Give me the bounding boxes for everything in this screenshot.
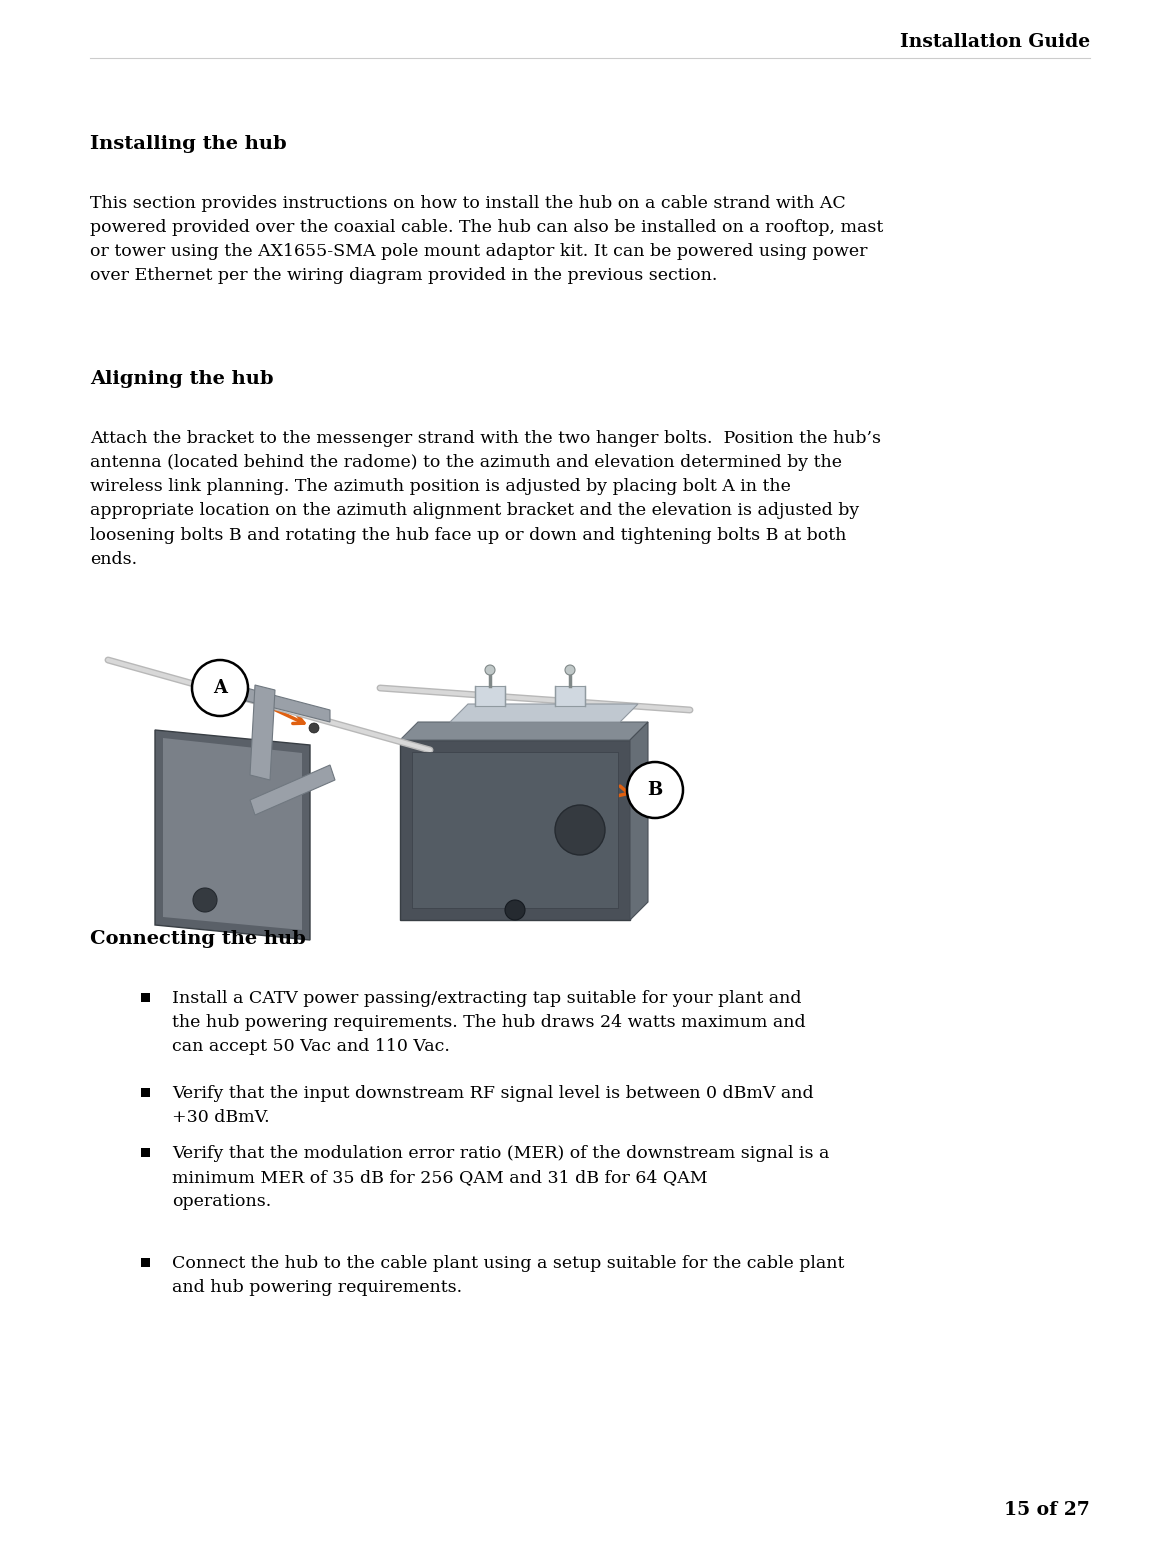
Circle shape — [555, 805, 605, 854]
Polygon shape — [250, 686, 274, 780]
Bar — [141, 992, 150, 1002]
Circle shape — [628, 762, 683, 817]
Circle shape — [484, 666, 495, 675]
Text: Connect the hub to the cable plant using a setup suitable for the cable plant
an: Connect the hub to the cable plant using… — [172, 1255, 845, 1296]
Text: Aligning the hub: Aligning the hub — [90, 370, 273, 389]
Text: Attach the bracket to the messenger strand with the two hanger bolts.  Position : Attach the bracket to the messenger stra… — [90, 430, 881, 568]
Bar — [141, 1149, 150, 1156]
Circle shape — [506, 899, 526, 920]
Text: Connecting the hub: Connecting the hub — [90, 930, 306, 947]
Polygon shape — [155, 731, 310, 940]
Polygon shape — [400, 740, 630, 920]
Text: Verify that the modulation error ratio (MER) of the downstream signal is a
minim: Verify that the modulation error ratio (… — [172, 1146, 829, 1211]
Bar — [475, 686, 506, 706]
Text: 15 of 27: 15 of 27 — [1004, 1502, 1090, 1519]
Polygon shape — [163, 738, 301, 930]
Text: This section provides instructions on how to install the hub on a cable strand w: This section provides instructions on ho… — [90, 195, 883, 285]
Circle shape — [308, 723, 319, 734]
Circle shape — [192, 659, 248, 717]
Polygon shape — [450, 704, 638, 721]
Polygon shape — [400, 721, 647, 740]
Text: B: B — [647, 782, 663, 799]
Circle shape — [565, 666, 575, 675]
Text: Verify that the input downstream RF signal level is between 0 dBmV and
+30 dBmV.: Verify that the input downstream RF sign… — [172, 1085, 814, 1125]
Circle shape — [194, 889, 217, 912]
Bar — [141, 1259, 150, 1266]
Bar — [555, 686, 585, 706]
Bar — [141, 1088, 150, 1098]
Text: Installing the hub: Installing the hub — [90, 135, 286, 153]
Text: Installation Guide: Installation Guide — [900, 33, 1090, 51]
Text: Install a CATV power passing/extracting tap suitable for your plant and
the hub : Install a CATV power passing/extracting … — [172, 991, 806, 1056]
Polygon shape — [235, 686, 330, 721]
Polygon shape — [630, 721, 647, 920]
Bar — [412, 752, 618, 909]
Polygon shape — [250, 765, 335, 814]
Text: A: A — [213, 680, 228, 697]
